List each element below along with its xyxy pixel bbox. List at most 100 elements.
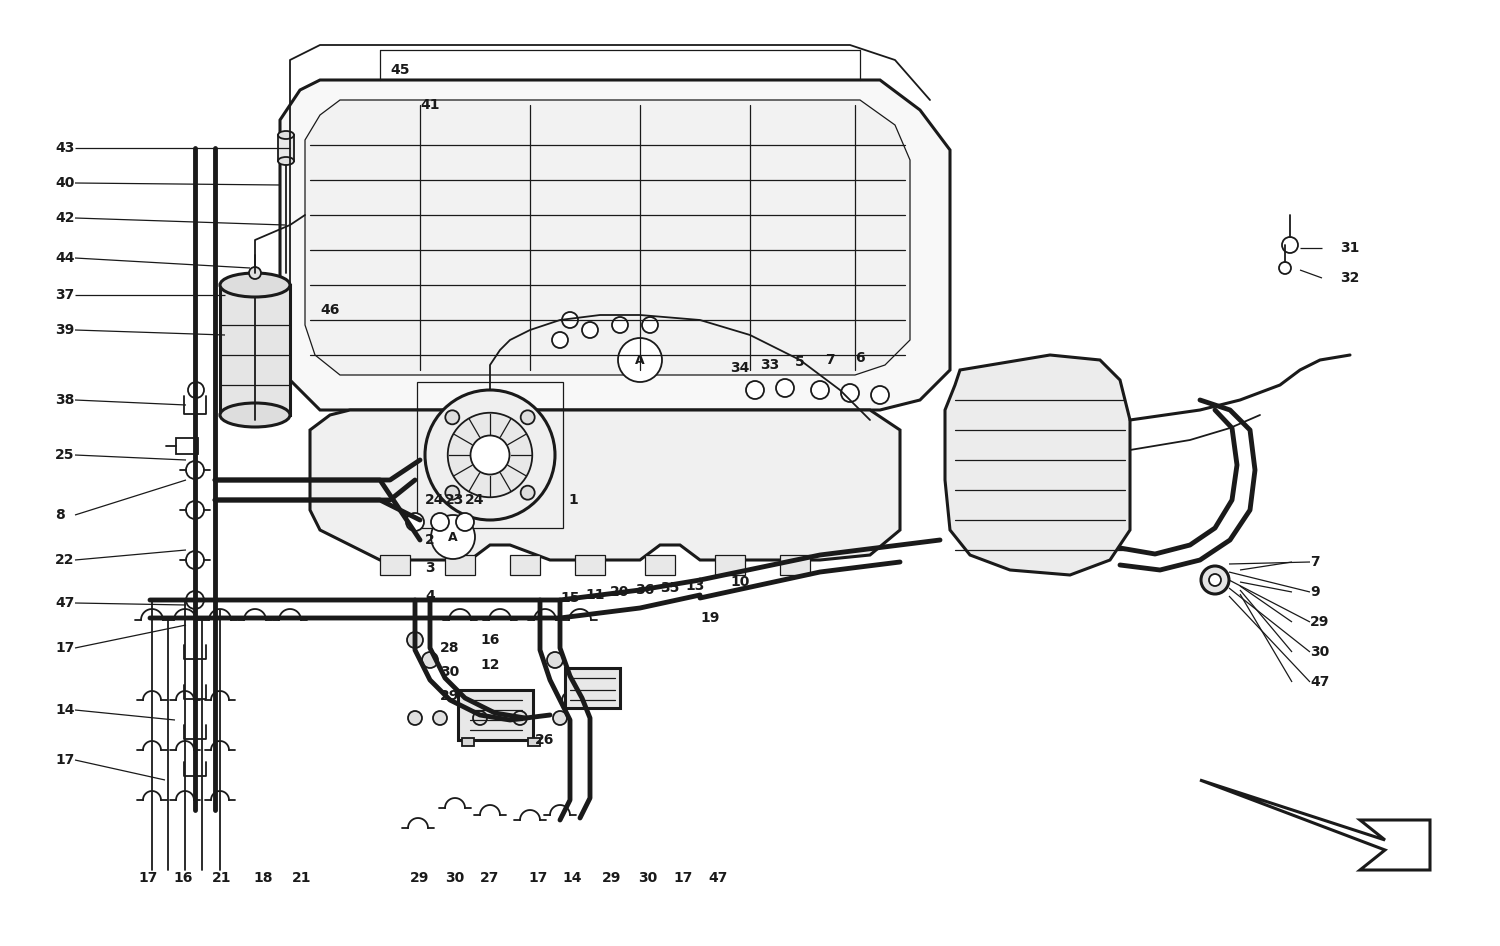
Text: 30: 30 bbox=[1310, 645, 1329, 659]
Circle shape bbox=[447, 412, 532, 498]
Text: 9: 9 bbox=[1310, 585, 1320, 599]
Text: 19: 19 bbox=[700, 611, 720, 625]
Circle shape bbox=[406, 513, 424, 531]
Circle shape bbox=[424, 390, 555, 520]
Text: 18: 18 bbox=[254, 871, 273, 885]
Circle shape bbox=[186, 551, 204, 569]
Text: 33: 33 bbox=[760, 358, 780, 372]
Text: 29: 29 bbox=[603, 871, 621, 885]
Circle shape bbox=[582, 322, 598, 338]
Bar bbox=[528, 738, 540, 746]
Text: 5: 5 bbox=[795, 355, 806, 369]
Text: 39: 39 bbox=[56, 323, 74, 337]
Text: 31: 31 bbox=[1340, 241, 1359, 255]
Text: 7: 7 bbox=[1310, 555, 1320, 569]
Circle shape bbox=[746, 381, 764, 399]
Circle shape bbox=[554, 711, 567, 725]
Text: 17: 17 bbox=[674, 871, 693, 885]
Text: 38: 38 bbox=[56, 393, 75, 407]
Circle shape bbox=[1209, 574, 1221, 586]
Ellipse shape bbox=[278, 157, 294, 165]
Text: 22: 22 bbox=[56, 553, 75, 567]
Circle shape bbox=[456, 513, 474, 531]
Bar bbox=[446, 555, 476, 575]
Text: 7: 7 bbox=[825, 353, 836, 367]
Text: 24: 24 bbox=[465, 493, 484, 507]
Bar bbox=[566, 668, 620, 708]
Text: 44: 44 bbox=[56, 251, 75, 265]
Circle shape bbox=[871, 386, 889, 404]
Text: 42: 42 bbox=[56, 211, 75, 225]
Text: 15: 15 bbox=[561, 591, 579, 605]
Text: 17: 17 bbox=[138, 871, 158, 885]
Text: 23: 23 bbox=[446, 493, 465, 507]
Circle shape bbox=[618, 338, 662, 382]
Bar bbox=[458, 690, 532, 740]
Bar bbox=[645, 555, 675, 575]
Text: 46: 46 bbox=[321, 303, 339, 317]
Text: 17: 17 bbox=[56, 753, 75, 767]
Text: 11: 11 bbox=[585, 588, 604, 602]
Text: 16: 16 bbox=[480, 633, 500, 647]
Bar bbox=[417, 382, 562, 528]
Bar bbox=[780, 555, 810, 575]
Polygon shape bbox=[280, 80, 950, 410]
Circle shape bbox=[513, 711, 526, 725]
Circle shape bbox=[552, 332, 568, 348]
Circle shape bbox=[408, 711, 422, 725]
Text: 12: 12 bbox=[480, 658, 500, 672]
Text: A: A bbox=[634, 354, 645, 366]
Circle shape bbox=[186, 461, 204, 479]
Circle shape bbox=[776, 379, 794, 397]
Bar bbox=[278, 135, 294, 161]
Circle shape bbox=[562, 312, 578, 328]
Circle shape bbox=[188, 382, 204, 398]
Text: 30: 30 bbox=[441, 665, 459, 679]
Polygon shape bbox=[945, 355, 1130, 575]
Text: 1: 1 bbox=[568, 493, 578, 507]
Text: 6: 6 bbox=[855, 351, 865, 365]
Text: 25: 25 bbox=[56, 448, 75, 462]
Text: 35: 35 bbox=[660, 581, 680, 595]
Text: 8: 8 bbox=[56, 508, 64, 522]
Circle shape bbox=[186, 501, 204, 519]
Text: 32: 32 bbox=[1340, 271, 1359, 285]
Circle shape bbox=[422, 652, 438, 668]
Circle shape bbox=[446, 411, 459, 425]
Circle shape bbox=[472, 711, 488, 725]
Text: 17: 17 bbox=[528, 871, 548, 885]
Text: 3: 3 bbox=[424, 561, 435, 575]
Circle shape bbox=[812, 381, 830, 399]
Circle shape bbox=[520, 485, 534, 499]
Text: 13: 13 bbox=[686, 579, 705, 593]
Circle shape bbox=[406, 632, 423, 648]
Text: 47: 47 bbox=[56, 596, 75, 610]
Circle shape bbox=[520, 411, 534, 425]
Bar bbox=[574, 555, 604, 575]
Text: 28: 28 bbox=[441, 641, 459, 655]
Text: 30: 30 bbox=[446, 871, 465, 885]
Text: 26: 26 bbox=[536, 733, 555, 747]
Text: 20: 20 bbox=[610, 585, 630, 599]
Text: 34: 34 bbox=[730, 361, 750, 375]
Bar bbox=[176, 438, 198, 454]
Circle shape bbox=[430, 515, 476, 559]
Circle shape bbox=[1280, 262, 1292, 274]
Circle shape bbox=[433, 711, 447, 725]
Text: 14: 14 bbox=[56, 703, 75, 717]
Bar bbox=[462, 738, 474, 746]
Text: 21: 21 bbox=[292, 871, 312, 885]
Circle shape bbox=[1282, 237, 1298, 253]
Ellipse shape bbox=[220, 273, 290, 297]
Circle shape bbox=[471, 435, 510, 475]
Text: 47: 47 bbox=[1310, 675, 1329, 689]
Text: 30: 30 bbox=[639, 871, 657, 885]
Text: 21: 21 bbox=[213, 871, 231, 885]
Text: 2: 2 bbox=[424, 533, 435, 547]
Bar bbox=[510, 555, 540, 575]
Bar bbox=[220, 285, 290, 415]
Circle shape bbox=[249, 267, 261, 279]
Circle shape bbox=[842, 384, 860, 402]
Text: 29: 29 bbox=[441, 689, 459, 703]
Ellipse shape bbox=[278, 131, 294, 139]
